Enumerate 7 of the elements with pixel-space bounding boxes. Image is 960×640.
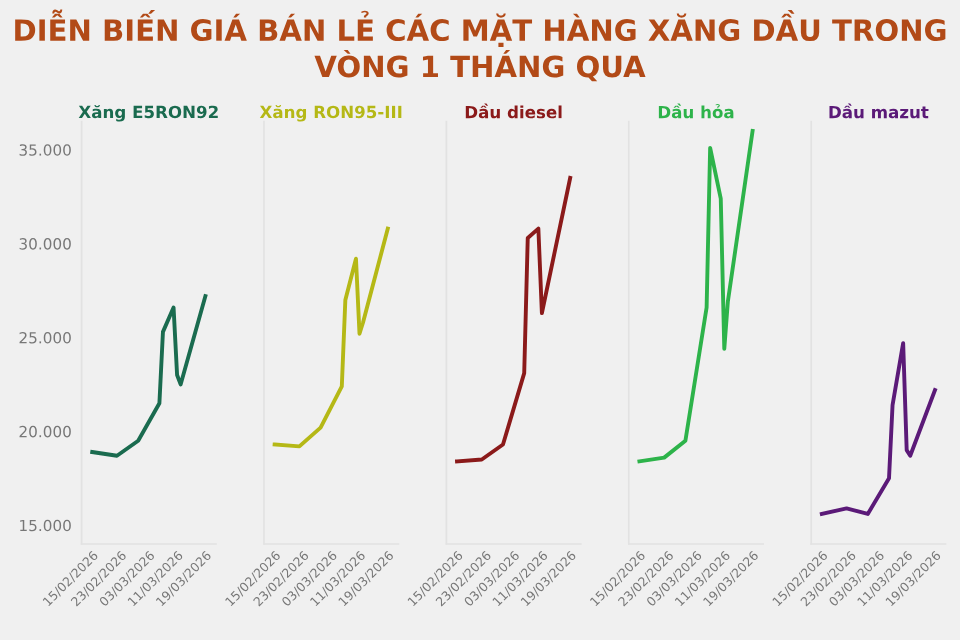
text: Dầu mazut — [829, 103, 929, 119]
text: DIỄN BIẾN GIÁ BÁN LẺ CÁC MẶT HÀNG XĂNG DẦU TRONG VÒNG 1 THÁNG QUA — [15, 9, 946, 82]
text: Dầu diesel — [465, 103, 562, 119]
line-series — [90, 294, 208, 458]
text: Xăng RON95-III — [259, 104, 402, 122]
text: Xăng E5RON92 — [78, 104, 218, 122]
series-label: Dầu hỏa — [658, 103, 734, 119]
